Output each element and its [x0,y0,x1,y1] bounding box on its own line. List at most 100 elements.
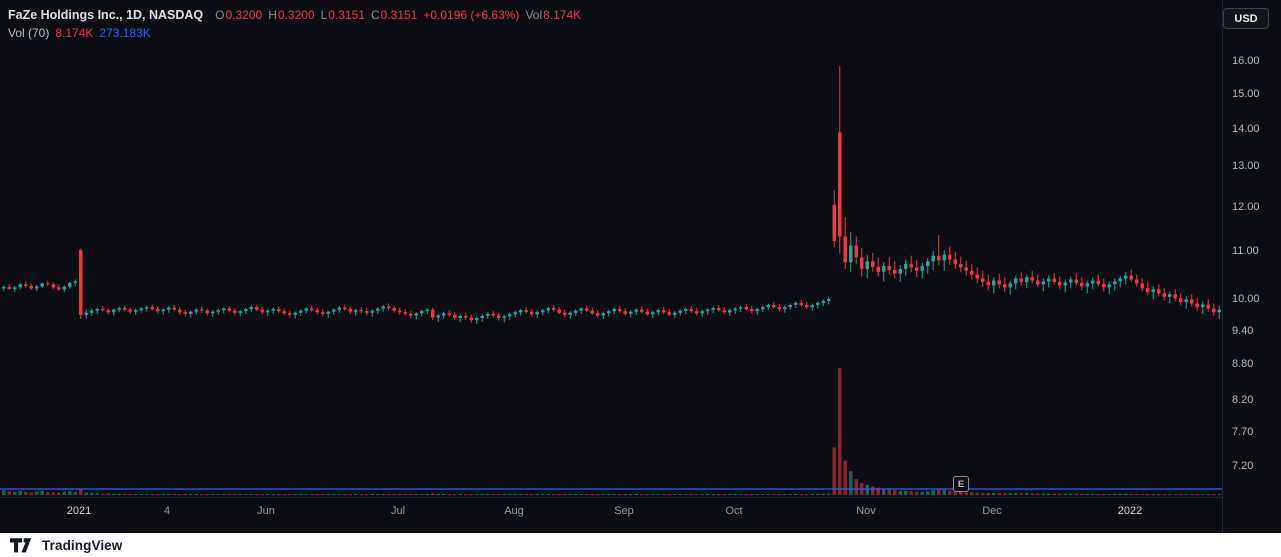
candle-body [887,266,891,270]
candle-body [706,309,710,312]
candle-body [271,309,275,311]
candle-body [843,236,847,263]
volume-bar [821,493,825,495]
candle-body [942,254,946,261]
earnings-marker[interactable]: E [953,476,969,492]
volume-bar [189,494,193,495]
candle-body [530,311,534,315]
candle-body [244,309,248,312]
time-axis-label: Sep [614,505,634,517]
candle-body [381,306,385,309]
volume-bar [156,494,160,495]
candle-body [772,305,776,308]
volume-bar [260,494,264,495]
candle-body [898,268,902,274]
candle-body [1212,308,1216,313]
volume-bar [101,493,105,495]
volume-bar [1206,494,1210,495]
candle-body [722,310,726,313]
volume-bar [1168,494,1172,495]
candle-body [398,310,402,313]
candle-body [40,283,44,287]
volume-bar [1096,494,1100,495]
candle-body [475,318,479,321]
price-volume-chart[interactable] [0,0,1222,497]
candle-body [728,310,732,313]
volume-bar [18,490,22,495]
volume-bar [167,493,171,495]
time-axis-label: Oct [725,505,743,517]
symbol-title[interactable]: FaZe Holdings Inc., 1D, NASDAQ [8,8,204,22]
candle-body [156,309,160,312]
volume-bar [722,494,726,495]
candle-body [876,267,880,272]
volume-bar [183,493,187,495]
volume-bar [843,460,847,495]
volume-bar [513,494,517,495]
volume-bar [35,491,39,495]
chart-legend[interactable]: FaZe Holdings Inc., 1D, NASDAQ O0.3200 H0.… [8,6,581,42]
volume-bar [546,494,550,495]
volume-bar [1003,493,1007,495]
candle-body [1179,298,1183,302]
candle-body [123,308,127,310]
volume-bar [1085,493,1089,495]
candle-body [733,308,737,311]
candle-body [321,312,325,314]
candle-body [1085,283,1089,287]
candle-body [502,316,506,318]
candle-body [189,311,193,314]
volume-indicator-label[interactable]: Vol (70) [8,26,50,40]
time-axis-label: Jul [390,505,406,517]
volume-bar [909,491,913,495]
candle-body [986,281,990,286]
open-label: O [215,8,225,22]
volume-bar [123,494,127,495]
candle-body [744,307,748,310]
volume-bar [519,494,523,495]
candle-body [755,309,759,312]
candle-body [167,307,171,310]
price-axis[interactable]: USD 16.00 15.00 14.00 13.00 12.00 11.00 10.00 9… [1222,0,1281,533]
volume-bar [222,494,226,495]
tradingview-logo-link[interactable]: TradingView [10,538,122,553]
candle-body [590,310,594,314]
volume-bar [1173,494,1177,495]
volume-bar [711,494,715,495]
candle-body [348,309,352,312]
volume-bar [799,494,803,495]
volume-bar [777,494,781,495]
candle-body [1206,304,1210,309]
candle-body [370,310,374,313]
candle-body [183,312,187,314]
candle-body [629,311,633,314]
time-axis[interactable]: 2021 4 Jun Jul Aug Sep Oct Nov Dec 2022 [0,497,1222,533]
candle-body [106,310,110,313]
candle-body [915,267,919,271]
volume-bar [948,490,952,495]
volume-bar [788,494,792,495]
volume-bar [629,494,633,495]
price-axis-label: 15.00 [1232,88,1260,100]
volume-bar [876,487,880,495]
volume-bar [381,494,385,495]
time-axis-label: 2022 [1117,505,1143,517]
currency-unit-button[interactable]: USD [1223,8,1269,29]
low-value: 0.3151 [328,8,365,22]
volume-bar [673,494,677,495]
candle-body [618,309,622,312]
volume-current-value: 8.174K [55,26,94,40]
chart-area[interactable]: FaZe Holdings Inc., 1D, NASDAQ O0.3200 H0.… [0,0,1281,533]
volume-bar [161,494,165,495]
volume-bar [205,494,209,495]
candle-body [337,307,341,310]
volume-bar [1052,493,1056,495]
volume-bar [145,493,149,495]
time-axis-label: Aug [504,505,524,517]
candle-body [981,278,985,282]
volume-bar [590,494,594,495]
volume-bar [530,494,534,495]
candle-body [453,314,457,318]
candle-body [541,310,545,313]
